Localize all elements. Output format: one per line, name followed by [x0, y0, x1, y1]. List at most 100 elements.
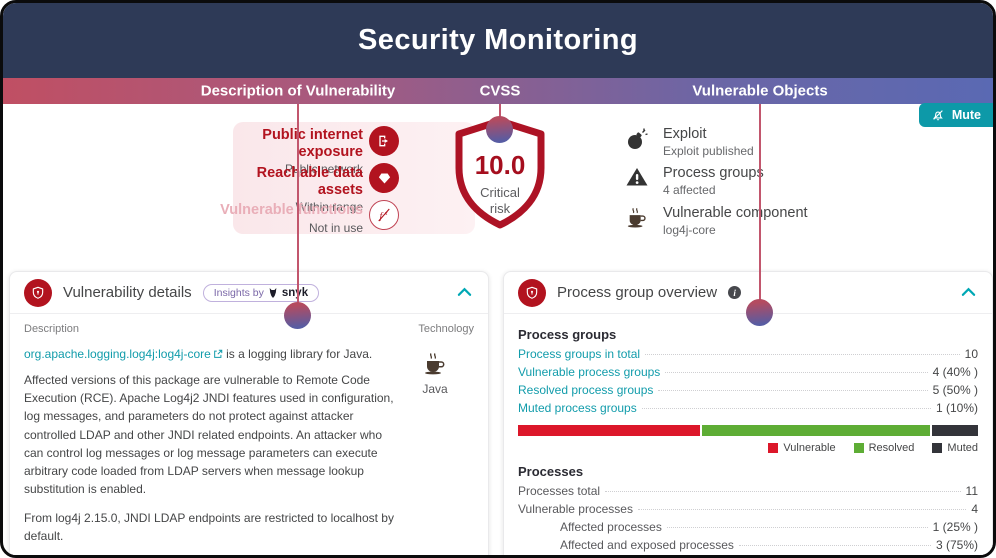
shield-outline-icon: [455, 117, 545, 229]
stat-row: Resolved process groups 5 (50% ): [518, 383, 978, 397]
stat-row: Affected processes 1 (25% ): [560, 520, 978, 534]
stat-link-vulnerable-process-groups[interactable]: Vulnerable process groups: [518, 365, 661, 379]
fact-sub: 4 affected: [663, 183, 716, 197]
info-icon[interactable]: [728, 286, 742, 299]
risk-row-public-internet-exposure: Public internet exposure Public network: [213, 127, 363, 176]
snyk-insights-badge[interactable]: Insights by snyk: [202, 283, 320, 302]
snyk-badge-brand: snyk: [281, 286, 309, 299]
bomb-icon: [623, 125, 651, 153]
stat-value: 4: [971, 502, 978, 516]
vulnerability-details-body: Description org.apache.logging.log4j:log…: [10, 314, 488, 555]
description-column: Description org.apache.logging.log4j:log…: [24, 323, 396, 555]
package-link[interactable]: org.apache.logging.log4j:log4j-core: [24, 347, 211, 361]
process-groups-heading: Process groups: [518, 327, 617, 342]
banner-label-vulnerable-objects: Vulnerable Objects: [692, 82, 828, 100]
section-banner: Description of Vulnerability CVSS Vulner…: [3, 78, 993, 104]
door-exit-icon: [369, 126, 399, 156]
svg-text:f: f: [380, 211, 384, 222]
dotted-leader: [665, 372, 928, 373]
risk-label: Reachable data assets: [256, 165, 363, 198]
fact-vulnerable-component: Vulnerable component log4j-core: [663, 205, 808, 237]
fact-exploit: Exploit Exploit published: [663, 126, 754, 158]
stat-row: Process groups in total 10: [518, 347, 978, 361]
fact-label: Exploit: [663, 126, 707, 142]
description-label: Description: [24, 323, 80, 335]
muted-bell-icon: [932, 110, 943, 121]
snyk-dog-icon: [269, 287, 277, 298]
mute-button-label: Mute: [951, 108, 981, 122]
legend-swatch: [768, 443, 779, 453]
risk-sub: Not in use: [308, 220, 363, 235]
stat-value: 5 (50% ): [932, 383, 978, 397]
stat-label-affected-processes: Affected processes: [560, 520, 662, 534]
function-disabled-icon: f x: [369, 200, 399, 230]
shield-badge-icon: [24, 278, 52, 307]
technology-name: Java: [422, 382, 448, 396]
bar-segment-muted: [932, 425, 978, 436]
dotted-leader: [641, 408, 931, 409]
connector-line-description: [297, 104, 299, 303]
dotted-leader: [637, 509, 967, 510]
warning-triangle-icon: [623, 163, 651, 191]
vulnerability-details-header: Vulnerability details Insights by snyk: [10, 272, 488, 314]
fact-label: Process groups: [663, 165, 764, 181]
stat-label-vulnerable-processes: Vulnerable processes: [518, 502, 633, 516]
process-groups-stacked-bar: [518, 425, 978, 436]
stat-link-muted-process-groups[interactable]: Muted process groups: [518, 401, 637, 415]
legend-item: Muted: [932, 442, 978, 454]
stat-link-resolved-process-groups[interactable]: Resolved process groups: [518, 383, 654, 397]
connector-line-cvss: [499, 104, 501, 122]
stat-label-processes-total: Processes total: [518, 484, 601, 498]
stat-row: Muted process groups 1 (10%): [518, 401, 978, 415]
legend-label: Resolved: [868, 442, 915, 454]
cvss-shield: 10.0 Critical risk: [450, 116, 550, 230]
stat-value: 3 (75%): [935, 538, 978, 552]
technology-label: Technology: [418, 323, 474, 335]
risk-panel-background: [233, 122, 475, 234]
package-line: org.apache.logging.log4j:log4j-core is a…: [24, 347, 396, 361]
shield-badge-icon: [518, 278, 546, 307]
stat-row: Vulnerable process groups 4 (40% ): [518, 365, 978, 379]
fact-label: Vulnerable component: [663, 205, 808, 221]
java-cup-icon: [623, 203, 651, 231]
description-paragraph-2: From log4j 2.15.0, JNDI LDAP endpoints a…: [24, 510, 394, 543]
package-suffix: is a logging library for Java.: [222, 347, 373, 361]
fact-sub: Exploit published: [663, 144, 754, 158]
risk-row-vulnerable-functions: Vulnerable functions Not in use: [213, 202, 363, 235]
legend-label: Vulnerable: [783, 442, 836, 454]
chevron-up-icon: [457, 287, 472, 296]
bar-segment-vulnerable: [518, 425, 701, 436]
process-group-overview-body: Process groups Process groups in total 1…: [504, 314, 992, 555]
stat-link-process-groups-total[interactable]: Process groups in total: [518, 347, 641, 361]
legend-item: Vulnerable: [768, 442, 836, 454]
stat-row: Vulnerable processes 4: [518, 502, 978, 516]
legend-swatch: [932, 443, 943, 453]
stat-value: 1 (25% ): [932, 520, 978, 534]
technology-column: Technology Java: [396, 323, 474, 555]
snyk-badge-prefix: Insights by: [213, 286, 264, 299]
collapse-card-button[interactable]: [455, 283, 474, 302]
banner-label-cvss: CVSS: [479, 82, 521, 100]
description-paragraph-1: Affected versions of this package are vu…: [24, 373, 394, 497]
dotted-leader: [605, 491, 961, 492]
dotted-leader: [645, 354, 960, 355]
dotted-leader: [666, 527, 928, 528]
banner-label-description: Description of Vulnerability: [200, 82, 396, 100]
java-cup-icon: [396, 351, 474, 380]
vulnerability-details-card: Vulnerability details Insights by snyk D…: [9, 271, 489, 555]
connector-dot-vulnerable-objects: [746, 299, 773, 326]
cvss-score: 10.0: [474, 150, 526, 180]
stat-label-affected-exposed-processes: Affected and exposed processes: [560, 538, 734, 552]
mute-button[interactable]: Mute: [918, 103, 993, 127]
card-title: Vulnerability details: [63, 284, 192, 301]
stat-row: Affected and exposed processes 3 (75%): [560, 538, 978, 552]
card-title: Process group overview: [557, 284, 718, 301]
stat-value: 10: [964, 347, 978, 361]
collapse-card-button[interactable]: [959, 283, 978, 302]
page-title: Security Monitoring: [358, 24, 638, 56]
risk-label: Public internet exposure: [262, 127, 363, 160]
stat-row: Processes total 11: [518, 484, 978, 498]
legend-item: Resolved: [853, 442, 915, 454]
fact-process-groups: Process groups 4 affected: [663, 165, 764, 197]
